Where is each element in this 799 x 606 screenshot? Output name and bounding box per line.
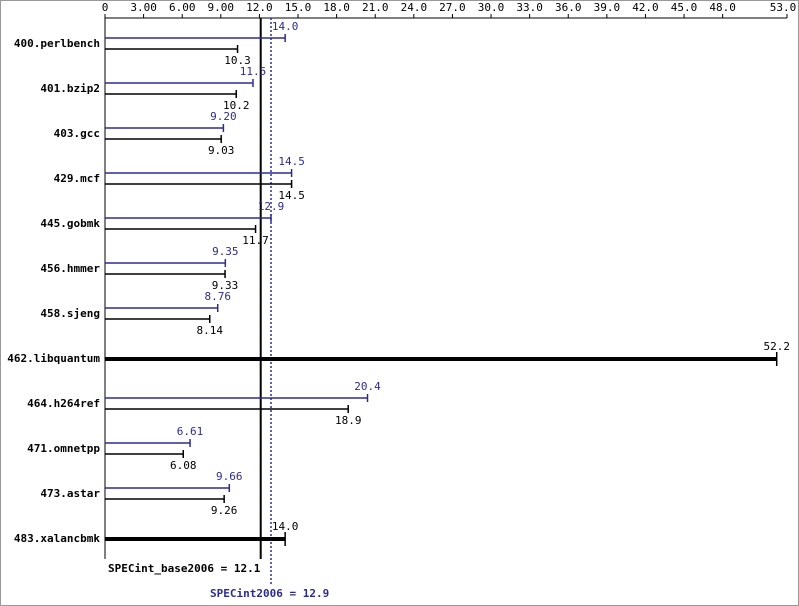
category-label: 462.libquantum bbox=[7, 352, 100, 365]
category-label: 464.h264ref bbox=[27, 397, 100, 410]
category-label: 429.mcf bbox=[54, 172, 100, 185]
value-label: 8.14 bbox=[196, 324, 223, 337]
category-label: 445.gobmk bbox=[40, 217, 100, 230]
x-tick-label: 48.0 bbox=[709, 1, 736, 14]
value-label: 10.2 bbox=[223, 99, 250, 112]
value-label: 9.03 bbox=[208, 144, 235, 157]
value-label: 14.5 bbox=[278, 189, 305, 202]
value-label: 9.35 bbox=[212, 245, 239, 258]
category-label: 471.omnetpp bbox=[27, 442, 100, 455]
value-label: 12.9 bbox=[258, 200, 285, 213]
value-label: 9.26 bbox=[211, 504, 238, 517]
x-tick-label: 33.0 bbox=[516, 1, 543, 14]
x-tick-label: 30.0 bbox=[478, 1, 505, 14]
value-label: 9.66 bbox=[216, 470, 243, 483]
value-label: 10.3 bbox=[224, 54, 251, 67]
value-label: 52.2 bbox=[763, 340, 790, 353]
x-tick-label: 21.0 bbox=[362, 1, 389, 14]
x-tick-label: 15.0 bbox=[285, 1, 312, 14]
x-tick-label: 6.00 bbox=[169, 1, 196, 14]
x-tick-label: 45.0 bbox=[671, 1, 698, 14]
category-label: 401.bzip2 bbox=[40, 82, 100, 95]
x-tick-label: 24.0 bbox=[401, 1, 428, 14]
x-tick-label: 42.0 bbox=[632, 1, 659, 14]
x-tick-label: 53.0 bbox=[770, 1, 797, 14]
value-label: 18.9 bbox=[335, 414, 362, 427]
category-label: 456.hmmer bbox=[40, 262, 100, 275]
x-tick-label: 18.0 bbox=[323, 1, 350, 14]
value-label: 11.7 bbox=[242, 234, 269, 247]
x-tick-label: 39.0 bbox=[594, 1, 621, 14]
category-label: 458.sjeng bbox=[40, 307, 100, 320]
value-label: 6.61 bbox=[177, 425, 204, 438]
x-tick-label: 3.00 bbox=[130, 1, 157, 14]
x-tick-label: 27.0 bbox=[439, 1, 466, 14]
value-label: 11.5 bbox=[240, 65, 267, 78]
reference-label: SPECint_base2006 = 12.1 bbox=[108, 562, 261, 575]
value-label: 14.5 bbox=[278, 155, 305, 168]
x-tick-label: 36.0 bbox=[555, 1, 582, 14]
value-label: 6.08 bbox=[170, 459, 197, 472]
x-tick-label: 0 bbox=[102, 1, 109, 14]
category-label: 400.perlbench bbox=[14, 37, 100, 50]
value-label: 9.33 bbox=[212, 279, 239, 292]
value-label: 14.0 bbox=[272, 20, 299, 33]
category-label: 473.astar bbox=[40, 487, 100, 500]
value-label: 8.76 bbox=[204, 290, 231, 303]
value-label: 14.0 bbox=[272, 520, 299, 533]
category-label: 483.xalancbmk bbox=[14, 532, 100, 545]
x-tick-label: 12.0 bbox=[246, 1, 273, 14]
x-tick-label: 9.00 bbox=[208, 1, 235, 14]
category-label: 403.gcc bbox=[54, 127, 100, 140]
reference-label: SPECint2006 = 12.9 bbox=[210, 587, 329, 600]
value-label: 9.20 bbox=[210, 110, 237, 123]
value-label: 20.4 bbox=[354, 380, 381, 393]
